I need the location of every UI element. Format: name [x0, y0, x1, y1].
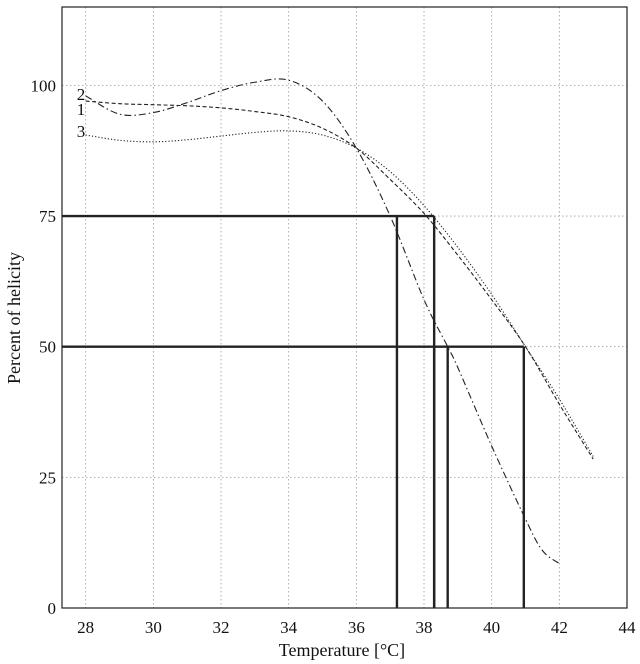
x-tick-label: 36	[348, 618, 365, 637]
series-labels: 12 3	[77, 85, 86, 141]
y-tick-label: 75	[39, 207, 56, 226]
series-label-1: 1	[77, 100, 86, 119]
x-tick-label: 44	[619, 618, 637, 637]
series-label-2: 2	[77, 85, 86, 104]
y-tick-labels: 0 25 50 75 100	[31, 76, 57, 618]
y-axis-title: Percent of helicity	[4, 252, 24, 384]
x-tick-label: 30	[145, 618, 162, 637]
series-line-2	[85, 78, 560, 565]
series-label-3: 3	[77, 122, 86, 141]
x-tick-label: 34	[280, 618, 298, 637]
x-tick-label: 38	[416, 618, 433, 637]
x-tick-label: 32	[213, 618, 230, 637]
y-tick-label: 50	[39, 338, 56, 357]
series-line-3	[85, 130, 594, 457]
x-tick-label: 42	[551, 618, 568, 637]
x-tick-labels: 28 30 32 34 36 38 40 42 44	[77, 618, 636, 637]
series-lines	[85, 78, 594, 565]
y-tick-label: 100	[31, 76, 57, 95]
x-tick-label: 28	[77, 618, 94, 637]
grid-lines	[62, 7, 627, 608]
y-tick-label: 0	[48, 599, 57, 618]
reference-lines	[62, 214, 526, 608]
y-tick-label: 25	[39, 468, 56, 487]
x-axis-title: Temperature [°C]	[279, 640, 405, 660]
x-tick-label: 40	[483, 618, 500, 637]
series-line-1	[85, 100, 594, 460]
plot-frame	[61, 6, 628, 609]
